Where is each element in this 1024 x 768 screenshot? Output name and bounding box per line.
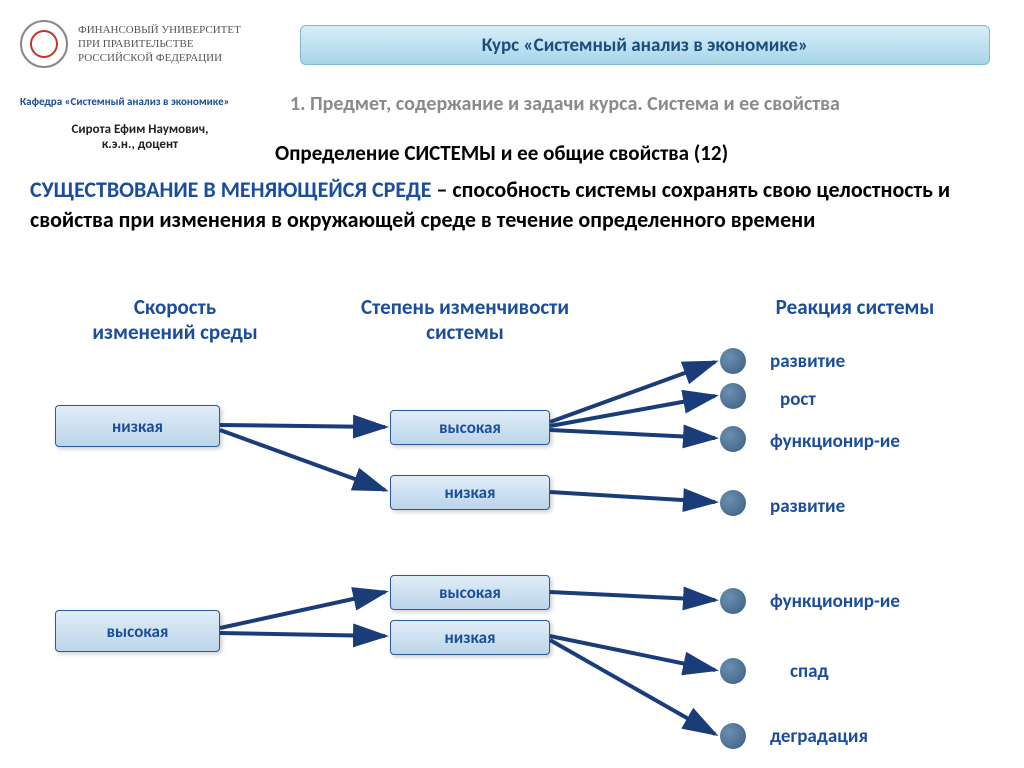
univ-line2: ПРИ ПРАВИТЕЛЬСТВЕ	[78, 37, 241, 51]
definition-lead: СУЩЕСТВОВАНИЕ В МЕНЯЮЩЕЙСЯ СРЕДЕ	[30, 176, 432, 203]
label-decline: спад	[790, 660, 829, 683]
box-env-low: низкая	[55, 405, 220, 447]
col2-header: Степень изменчивости системы	[330, 295, 600, 345]
label-functioning-1: функционир-ие	[770, 430, 900, 453]
author-title: к.э.н., доцент	[30, 137, 250, 152]
author-name: Сирота Ефим Наумович,	[30, 122, 250, 137]
slide-title: Определение СИСТЕМЫ и ее общие свойства …	[275, 140, 728, 166]
label-functioning-2: функционир-ие	[770, 590, 900, 613]
col1-l2: изменений среды	[70, 320, 280, 345]
univ-line1: ФИНАНСОВЫЙ УНИВЕРСИТЕТ	[78, 23, 241, 37]
chapter-title: 1. Предмет, содержание и задачи курса. С…	[290, 92, 840, 116]
department-label: Кафедра «Системный анализ в экономике»	[20, 95, 230, 108]
box-sys-high-2: высокая	[390, 575, 550, 610]
col1-header: Скорость изменений среды	[70, 295, 280, 345]
univ-line3: РОССИЙСКОЙ ФЕДЕРАЦИИ	[78, 51, 241, 65]
dot-development-2	[720, 490, 746, 516]
label-development-2: развитие	[770, 495, 845, 518]
dot-decline	[720, 658, 746, 684]
label-growth: рост	[780, 388, 816, 411]
dot-functioning-1	[720, 426, 746, 452]
box-sys-low-2: низкая	[390, 620, 550, 655]
course-title: Курс «Системный анализ в экономике»	[482, 34, 808, 57]
col2-l1: Степень изменчивости	[330, 295, 600, 320]
col2-l2: системы	[330, 320, 600, 345]
dot-degradation	[720, 723, 746, 749]
definition-block: СУЩЕСТВОВАНИЕ В МЕНЯЮЩЕЙСЯ СРЕДЕ – спосо…	[30, 175, 990, 234]
box-env-high: высокая	[55, 610, 220, 652]
label-degradation: деградация	[770, 725, 868, 748]
box-env-low-label: низкая	[112, 416, 163, 437]
dot-development-1	[720, 348, 746, 374]
col3-header: Реакция системы	[725, 295, 985, 320]
box-sys-high-1-label: высокая	[439, 417, 501, 438]
university-name: ФИНАНСОВЫЙ УНИВЕРСИТЕТ ПРИ ПРАВИТЕЛЬСТВЕ…	[78, 23, 241, 66]
box-sys-high-2-label: высокая	[439, 582, 501, 603]
box-sys-low-1-label: низкая	[444, 482, 495, 503]
logo-area: ФИНАНСОВЫЙ УНИВЕРСИТЕТ ПРИ ПРАВИТЕЛЬСТВЕ…	[20, 20, 241, 68]
label-development-1: развитие	[770, 350, 845, 373]
box-env-high-label: высокая	[107, 621, 169, 642]
box-sys-low-2-label: низкая	[444, 627, 495, 648]
col3-text: Реакция системы	[776, 294, 935, 320]
dot-functioning-2	[720, 588, 746, 614]
author-block: Сирота Ефим Наумович, к.э.н., доцент	[30, 122, 250, 152]
box-sys-high-1: высокая	[390, 410, 550, 445]
dot-growth	[720, 383, 746, 409]
col1-l1: Скорость	[70, 295, 280, 320]
university-logo	[20, 20, 68, 68]
box-sys-low-1: низкая	[390, 475, 550, 510]
course-banner: Курс «Системный анализ в экономике»	[300, 25, 990, 65]
